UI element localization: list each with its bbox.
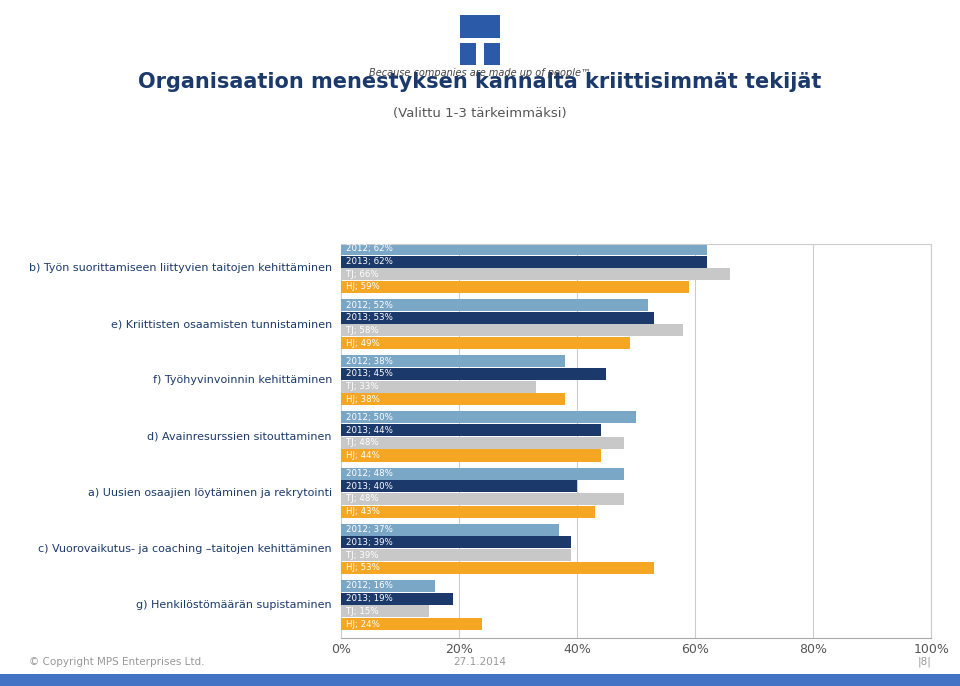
Bar: [341, 449, 601, 462]
Text: 2012; 16%: 2012; 16%: [346, 582, 393, 591]
Text: HJ; 49%: HJ; 49%: [346, 339, 379, 348]
Text: 2012; 48%: 2012; 48%: [346, 469, 393, 478]
Bar: [341, 480, 577, 493]
Text: 2012; 38%: 2012; 38%: [346, 357, 393, 366]
Text: TJ; 48%: TJ; 48%: [346, 495, 378, 504]
Bar: [341, 381, 536, 392]
Bar: [341, 324, 684, 337]
Bar: [460, 43, 476, 64]
Bar: [341, 562, 654, 574]
Text: (Valittu 1-3 tärkeimmäksi): (Valittu 1-3 tärkeimmäksi): [394, 107, 566, 119]
Bar: [341, 268, 731, 281]
Bar: [341, 368, 607, 380]
Bar: [341, 437, 624, 449]
Text: 2013; 53%: 2013; 53%: [346, 314, 393, 322]
Bar: [341, 593, 453, 604]
Bar: [341, 355, 565, 367]
Text: HJ; 43%: HJ; 43%: [346, 507, 379, 516]
Bar: [341, 580, 435, 592]
Text: Organisaation menestyksen kannalta kriittisimmät tekijät: Organisaation menestyksen kannalta kriit…: [138, 72, 822, 93]
Text: HJ; 53%: HJ; 53%: [346, 563, 379, 572]
Text: 2013; 40%: 2013; 40%: [346, 482, 393, 490]
Bar: [341, 256, 707, 268]
Bar: [341, 412, 636, 423]
Text: 2012; 37%: 2012; 37%: [346, 525, 393, 534]
Text: 2012; 62%: 2012; 62%: [346, 244, 393, 253]
Bar: [341, 281, 689, 293]
Text: 2012; 52%: 2012; 52%: [346, 300, 393, 309]
Bar: [341, 243, 707, 255]
Text: 2013; 44%: 2013; 44%: [346, 425, 393, 435]
Text: c) Vuorovaikutus- ja coaching –taitojen kehittäminen: c) Vuorovaikutus- ja coaching –taitojen …: [38, 544, 332, 554]
Text: f) Työhyvinvoinnin kehittäminen: f) Työhyvinvoinnin kehittäminen: [153, 375, 332, 386]
Text: HJ; 38%: HJ; 38%: [346, 395, 379, 404]
Text: TJ; 58%: TJ; 58%: [346, 326, 378, 335]
Text: TJ; 33%: TJ; 33%: [346, 382, 378, 391]
Bar: [341, 605, 429, 617]
Text: e) Kriittisten osaamisten tunnistaminen: e) Kriittisten osaamisten tunnistaminen: [110, 319, 332, 329]
Text: 2012; 50%: 2012; 50%: [346, 413, 393, 422]
Text: TJ; 39%: TJ; 39%: [346, 551, 378, 560]
Bar: [341, 523, 560, 536]
Text: 2013; 45%: 2013; 45%: [346, 370, 393, 379]
Bar: [341, 299, 648, 311]
Bar: [341, 618, 483, 630]
Bar: [341, 468, 624, 480]
Text: 2013; 39%: 2013; 39%: [346, 538, 393, 547]
Bar: [341, 549, 571, 561]
Text: HJ; 59%: HJ; 59%: [346, 283, 379, 292]
Text: HJ; 24%: HJ; 24%: [346, 619, 379, 628]
Bar: [341, 393, 565, 405]
Text: TJ; 66%: TJ; 66%: [346, 270, 378, 279]
Bar: [341, 506, 594, 518]
Text: |8|: |8|: [918, 657, 931, 667]
Bar: [341, 311, 654, 324]
Bar: [341, 536, 571, 549]
Bar: [460, 14, 500, 38]
Bar: [341, 424, 601, 436]
Bar: [341, 337, 630, 349]
Text: 2013; 19%: 2013; 19%: [346, 594, 393, 603]
Text: a) Uusien osaajien löytäminen ja rekrytointi: a) Uusien osaajien löytäminen ja rekryto…: [87, 488, 332, 497]
Text: TJ; 48%: TJ; 48%: [346, 438, 378, 447]
Text: 27.1.2014: 27.1.2014: [453, 657, 507, 667]
Text: d) Avainresurssien sitouttaminen: d) Avainresurssien sitouttaminen: [148, 431, 332, 442]
Text: g) Henkilöstömäärän supistaminen: g) Henkilöstömäärän supistaminen: [136, 600, 332, 610]
Bar: [484, 43, 500, 64]
Text: Because companies are made up of people™: Because companies are made up of people™: [370, 69, 590, 78]
Text: © Copyright MPS Enterprises Ltd.: © Copyright MPS Enterprises Ltd.: [29, 657, 204, 667]
Text: HJ; 44%: HJ; 44%: [346, 451, 379, 460]
Text: TJ; 15%: TJ; 15%: [346, 607, 378, 616]
Bar: [341, 493, 624, 505]
Text: b) Työn suorittamiseen liittyvien taitojen kehittäminen: b) Työn suorittamiseen liittyvien taitoj…: [29, 263, 332, 273]
Text: 2013; 62%: 2013; 62%: [346, 257, 393, 266]
